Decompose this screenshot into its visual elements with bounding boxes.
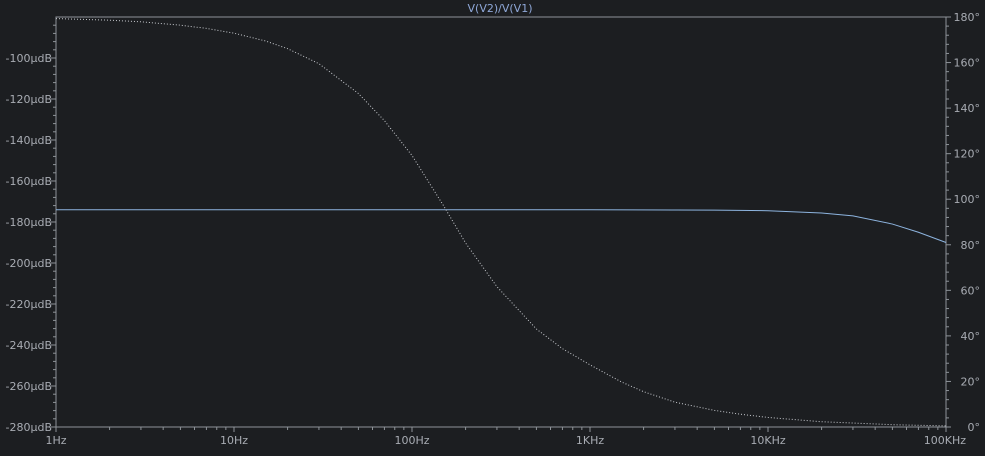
y-right-tick-label: 0°: [968, 421, 981, 434]
y-left-tick-label: -100µdB: [6, 52, 53, 65]
y-right-tick-label: 100°: [954, 193, 981, 206]
y-left-tick-label: -180µdB: [6, 216, 53, 229]
y-axis-left: -100µdB -120µdB -140µdB -160µdB -180µdB -200µ…: [6, 24, 56, 434]
plot-frame: [55, 16, 947, 428]
chart-title: V(V2)/V(V1): [468, 2, 533, 15]
y-axis-right: 180° 160° 140° 120° 100° 80° 60° 40° 20° 0°: [946, 11, 980, 434]
y-right-tick-label: 140°: [954, 102, 981, 115]
y-left-tick-label: -160µdB: [6, 175, 53, 188]
x-tick-label: 10Hz: [220, 434, 248, 447]
y-right-tick-label: 20°: [961, 375, 981, 388]
y-left-tick-label: -220µdB: [6, 298, 53, 311]
y-right-tick-label: 60°: [961, 284, 981, 297]
y-left-tick-label: -240µdB: [6, 339, 53, 352]
x-tick-label: 100Hz: [394, 434, 429, 447]
x-tick-label: 10KHz: [750, 434, 785, 447]
y-left-tick-label: -140µdB: [6, 134, 53, 147]
series-layer: [55, 18, 947, 427]
y-right-tick-label: 180°: [954, 11, 981, 24]
x-tick-label: 1KHz: [576, 434, 604, 447]
x-tick-label: 100KHz: [924, 434, 966, 447]
x-tick-label: 1Hz: [45, 434, 66, 447]
y-right-tick-label: 160°: [954, 57, 981, 70]
magnitude-trace: [56, 209, 947, 243]
y-right-tick-label: 80°: [961, 239, 981, 252]
y-left-tick-label: -260µdB: [6, 380, 53, 393]
y-right-tick-label: 120°: [954, 148, 981, 161]
y-left-tick-label: -200µdB: [6, 257, 53, 270]
x-axis: 1Hz 10Hz 100Hz 1KHz 10KHz 100KHz: [45, 427, 966, 447]
phase-trace: [55, 18, 947, 427]
y-right-tick-label: 40°: [961, 330, 981, 343]
y-left-tick-label: -280µdB: [6, 421, 53, 434]
y-left-tick-label: -120µdB: [6, 93, 53, 106]
